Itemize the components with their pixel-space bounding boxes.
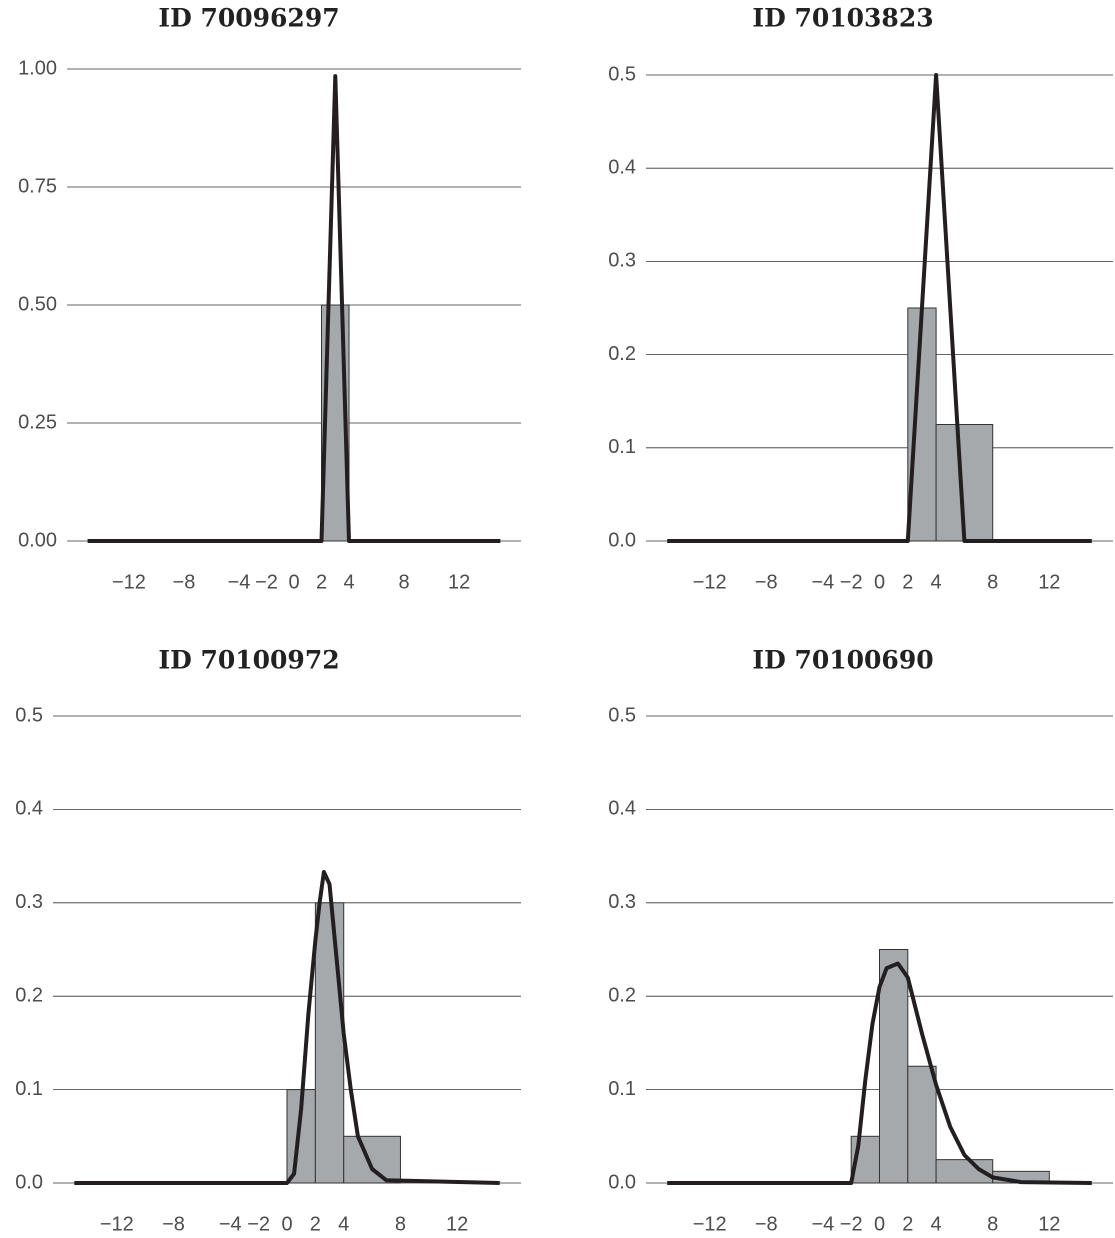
x-tick-label: −2 [255, 571, 278, 593]
histogram-bar [314, 902, 345, 1184]
y-tick-label: 0.4 [608, 156, 636, 178]
x-tick-label: −4 [811, 571, 834, 593]
y-tick-label: 0.5 [608, 704, 636, 726]
y-tick-label: 0.2 [15, 984, 43, 1006]
x-tick-label: −4 [219, 1213, 242, 1235]
x-tick-label: −12 [693, 1213, 727, 1235]
x-tick-label: 12 [446, 1213, 468, 1235]
chart-title: ID 70096297 [158, 4, 339, 33]
y-tick-label: 0.0 [608, 529, 636, 551]
density-line [667, 73, 1092, 543]
x-tick-label: −4 [811, 1213, 834, 1235]
x-tick-label: −4 [228, 571, 251, 593]
x-tick-label: 2 [902, 1213, 913, 1235]
x-tick-label: −2 [840, 571, 863, 593]
histogram-bar [907, 1065, 937, 1184]
density-line [87, 74, 501, 543]
x-tick-label: 12 [448, 571, 470, 593]
x-tick-label: 2 [310, 1213, 321, 1235]
y-tick-label: 0.4 [15, 798, 43, 820]
x-tick-label: −8 [755, 1213, 778, 1235]
x-tick-label: −8 [162, 1213, 185, 1235]
x-tick-label: 8 [395, 1213, 406, 1235]
x-tick-label: 4 [931, 1213, 942, 1235]
x-tick-label: −12 [112, 571, 146, 593]
chart-title: ID 70100690 [752, 646, 933, 675]
x-tick-label: 12 [1038, 1213, 1060, 1235]
y-tick-label: 0.75 [18, 175, 57, 197]
y-tick-label: 0.2 [608, 984, 636, 1006]
y-tick-label: 0.3 [608, 250, 636, 272]
y-tick-label: 0.5 [608, 63, 636, 85]
y-tick-label: 0.3 [15, 891, 43, 913]
density-line [74, 870, 500, 1185]
x-tick-label: 2 [316, 571, 327, 593]
x-tick-label: −8 [755, 571, 778, 593]
y-tick-label: 0.4 [608, 798, 636, 820]
x-tick-label: 8 [987, 571, 998, 593]
x-tick-label: 0 [281, 1213, 292, 1235]
x-tick-label: −2 [840, 1213, 863, 1235]
y-tick-label: 0.25 [18, 411, 57, 433]
y-tick-label: 0.5 [15, 704, 43, 726]
x-tick-label: −8 [173, 571, 196, 593]
histogram-bar [907, 307, 937, 542]
y-tick-label: 0.2 [608, 343, 636, 365]
x-tick-label: 12 [1038, 571, 1060, 593]
y-tick-label: 0.00 [18, 529, 57, 551]
x-tick-label: 0 [874, 571, 885, 593]
x-tick-label: 2 [902, 571, 913, 593]
x-tick-label: 0 [288, 571, 299, 593]
histogram-bar [343, 1135, 401, 1184]
x-tick-label: 8 [987, 1213, 998, 1235]
y-tick-label: 0.3 [608, 891, 636, 913]
chart-title: ID 70100972 [158, 646, 339, 675]
chart-title: ID 70103823 [752, 4, 933, 33]
y-tick-label: 1.00 [18, 57, 57, 79]
y-tick-label: 0.1 [15, 1078, 43, 1100]
y-tick-label: 0.1 [608, 436, 636, 458]
histogram-bar [879, 949, 909, 1184]
x-tick-label: −2 [247, 1213, 270, 1235]
x-tick-label: 8 [398, 571, 409, 593]
x-tick-label: −12 [100, 1213, 134, 1235]
density-line [667, 961, 1092, 1185]
y-tick-label: 0.50 [18, 293, 57, 315]
x-tick-label: 4 [343, 571, 354, 593]
y-tick-label: 0.0 [608, 1171, 636, 1193]
y-tick-label: 0.1 [608, 1078, 636, 1100]
x-tick-label: 0 [874, 1213, 885, 1235]
y-tick-label: 0.0 [15, 1171, 43, 1193]
x-tick-label: 4 [931, 571, 942, 593]
x-tick-label: −12 [693, 571, 727, 593]
x-tick-label: 4 [338, 1213, 349, 1235]
